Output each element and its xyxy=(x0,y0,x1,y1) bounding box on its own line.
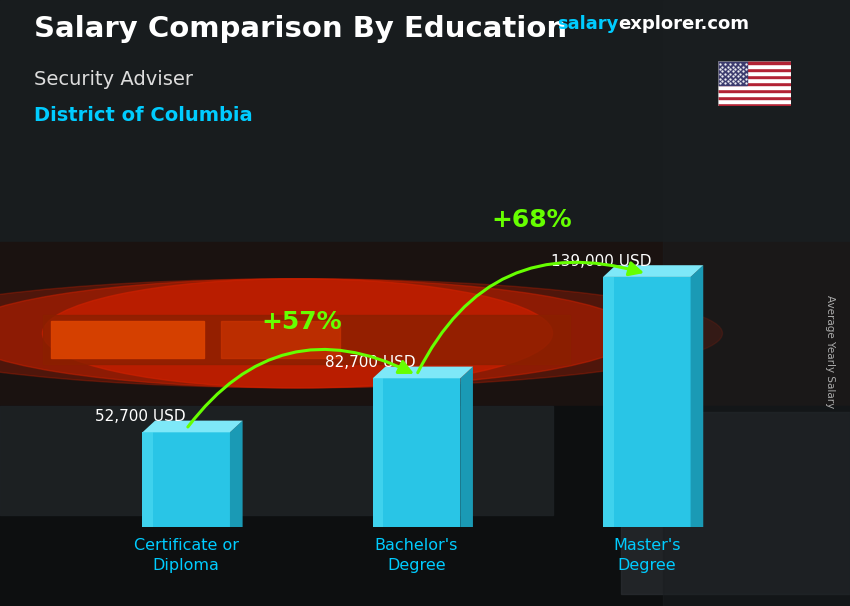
Text: District of Columbia: District of Columbia xyxy=(34,106,252,125)
Polygon shape xyxy=(460,367,473,527)
Bar xyxy=(42,315,570,364)
Ellipse shape xyxy=(0,279,722,388)
Polygon shape xyxy=(230,421,242,527)
Text: salary: salary xyxy=(557,15,618,33)
Bar xyxy=(718,96,791,99)
Bar xyxy=(0,406,850,606)
Bar xyxy=(718,85,791,88)
Text: 139,000 USD: 139,000 USD xyxy=(551,254,651,269)
Text: 52,700 USD: 52,700 USD xyxy=(95,410,185,424)
Bar xyxy=(718,78,791,82)
Text: Average Yearly Salary: Average Yearly Salary xyxy=(824,295,835,408)
Bar xyxy=(620,412,850,594)
Bar xyxy=(0,242,850,412)
Bar xyxy=(603,277,690,527)
Text: Salary Comparison By Education: Salary Comparison By Education xyxy=(34,15,567,43)
Bar xyxy=(718,64,791,68)
Text: 82,700 USD: 82,700 USD xyxy=(325,356,416,370)
Polygon shape xyxy=(143,421,242,432)
Bar xyxy=(620,327,688,364)
Polygon shape xyxy=(690,265,703,527)
Polygon shape xyxy=(373,378,383,527)
Bar xyxy=(718,82,791,85)
Bar xyxy=(718,92,791,96)
Bar xyxy=(718,99,791,102)
Ellipse shape xyxy=(42,279,552,388)
Bar xyxy=(718,61,747,85)
Text: Security Adviser: Security Adviser xyxy=(34,70,193,88)
Bar xyxy=(373,378,460,527)
Polygon shape xyxy=(143,432,153,527)
Bar xyxy=(0,0,850,273)
Text: explorer.com: explorer.com xyxy=(618,15,749,33)
Ellipse shape xyxy=(0,279,638,388)
Bar xyxy=(718,71,791,75)
Bar xyxy=(663,0,850,606)
Text: +68%: +68% xyxy=(491,208,572,232)
Polygon shape xyxy=(373,367,473,378)
Polygon shape xyxy=(603,265,703,277)
Bar xyxy=(718,61,791,64)
Bar xyxy=(718,75,791,78)
Text: +57%: +57% xyxy=(261,310,342,333)
Bar xyxy=(143,432,230,527)
Bar xyxy=(51,321,204,358)
Bar xyxy=(718,68,791,71)
Bar xyxy=(221,321,340,358)
Bar xyxy=(718,88,791,92)
Bar xyxy=(0,406,552,515)
Polygon shape xyxy=(603,277,614,527)
Bar xyxy=(718,102,791,106)
